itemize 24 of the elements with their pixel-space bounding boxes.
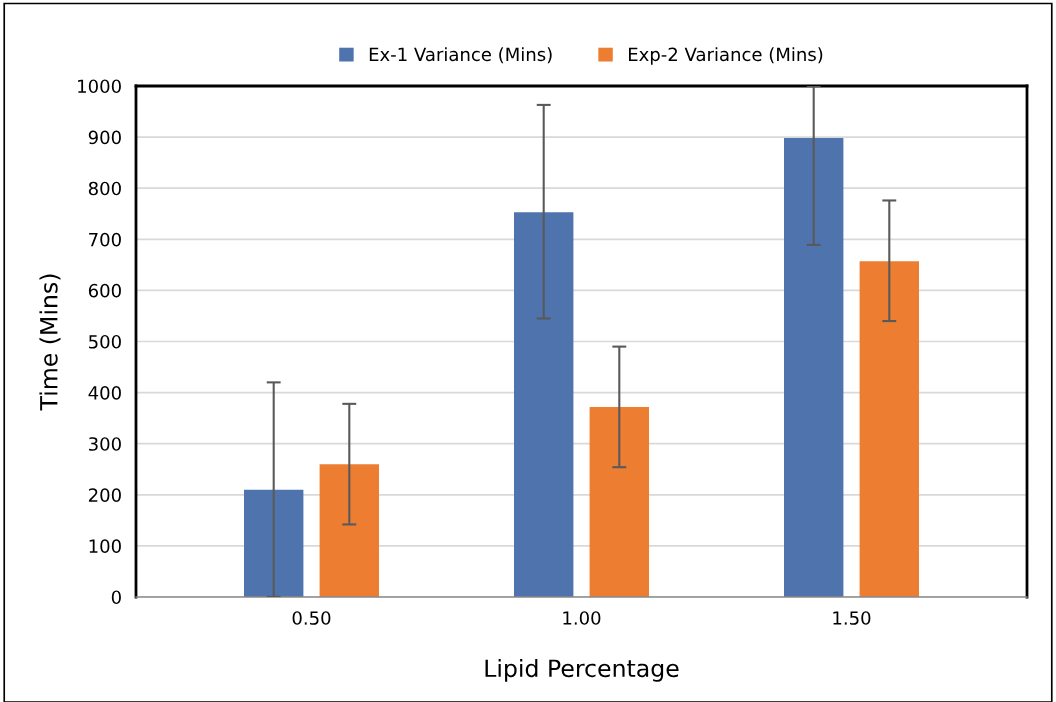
legend-label: Exp-2 Variance (Mins) (629, 47, 823, 65)
y-tick-label: 700 (89, 232, 121, 247)
y-tick-label: 400 (88, 386, 121, 400)
y-tick-label: 1000 (78, 79, 121, 94)
bar (784, 138, 844, 597)
y-axis-title: Time (Mins) (39, 274, 61, 411)
bar (859, 261, 919, 597)
y-tick-label: 300 (89, 437, 121, 451)
x-axis-title: Lipid Percentage (485, 658, 679, 682)
x-tick-label: 1.50 (833, 611, 871, 625)
bar (589, 406, 649, 597)
bar (244, 489, 304, 597)
x-tick-label: 1.00 (563, 611, 601, 625)
bar (319, 464, 379, 597)
legend-label: Ex-1 Variance (Mins) (369, 47, 552, 64)
y-tick-label: 500 (89, 334, 121, 349)
y-tick-label: 0 (111, 590, 121, 605)
y-tick-label: 600 (88, 283, 121, 298)
y-tick-label: 800 (88, 181, 121, 196)
y-tick-label: 900 (88, 130, 121, 145)
y-tick-label: 100 (89, 539, 121, 554)
x-tick-label: 0.50 (292, 611, 331, 625)
y-tick-label: 200 (88, 488, 121, 502)
bar (514, 212, 574, 597)
